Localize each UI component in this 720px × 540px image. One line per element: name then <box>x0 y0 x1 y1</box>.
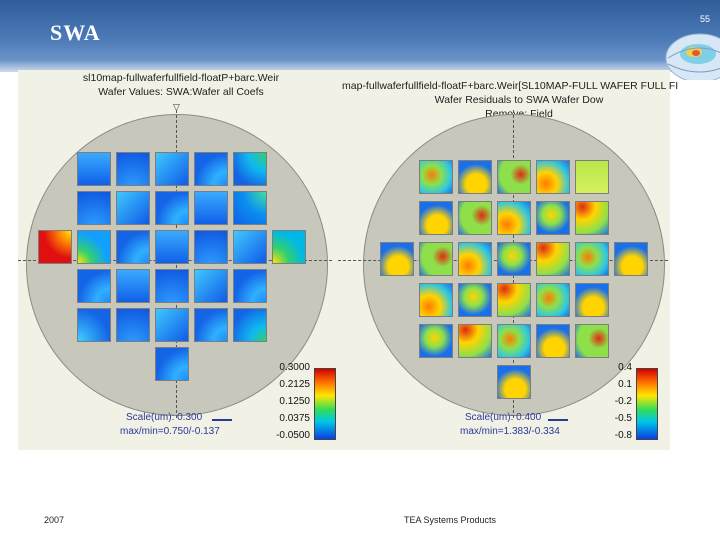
maxmin-label: max/min=1.383/-0.334 <box>460 426 560 437</box>
field-cell <box>575 201 609 235</box>
field-cell <box>536 283 570 317</box>
field-cell <box>380 242 414 276</box>
field-cell <box>272 230 306 264</box>
field-cell <box>155 347 189 381</box>
field-cell <box>458 201 492 235</box>
field-cell <box>77 308 111 342</box>
field-cell <box>419 242 453 276</box>
field-cell <box>536 324 570 358</box>
field-cell <box>497 283 531 317</box>
field-cell <box>116 269 150 303</box>
notch-marker-icon: ▽ <box>173 102 180 112</box>
slide-number: 55 <box>699 14 710 24</box>
maxmin-label: max/min=0.750/-0.137 <box>120 426 220 437</box>
colorbar-tick-label: -0.2 <box>614 396 632 407</box>
colorbar-tick-label: 0.1 <box>618 379 632 390</box>
scale-label: Scale(um): 0.300 <box>126 412 203 423</box>
colorbar-tick-label: -0.8 <box>614 430 632 441</box>
field-cell <box>77 191 111 225</box>
right-panel-subtitle: Wafer Residuals to SWA Wafer Dow <box>434 94 604 106</box>
field-cell <box>116 152 150 186</box>
field-cell <box>458 242 492 276</box>
wafer-residuals-panel: map-fullwaferfullfield-floatF+barc.Weir[… <box>338 70 679 450</box>
left-panel-subtitle: Wafer Values: SWA:Wafer all Coefs <box>98 86 264 98</box>
field-cell <box>575 283 609 317</box>
field-cell <box>155 269 189 303</box>
field-cell <box>575 160 609 194</box>
colorbar-tick-label: -0.0500 <box>276 430 310 441</box>
field-cell <box>497 201 531 235</box>
field-cell <box>233 152 267 186</box>
field-cell <box>536 242 570 276</box>
footer-year: 2007 <box>44 515 65 525</box>
left-panel-title: sl10map-fullwaferfullfield-floatP+barc.W… <box>82 72 280 84</box>
field-cell <box>77 152 111 186</box>
field-cell <box>38 230 72 264</box>
field-cell <box>155 152 189 186</box>
field-cell <box>497 160 531 194</box>
field-cell <box>194 308 228 342</box>
field-cell <box>194 269 228 303</box>
right-panel-title: map-fullwaferfullfield-floatF+barc.Weir[… <box>342 80 679 92</box>
colorbar-tick-label: 0.0375 <box>279 413 310 424</box>
field-cell <box>194 230 228 264</box>
field-cell <box>419 283 453 317</box>
field-cell <box>233 269 267 303</box>
field-cell <box>458 283 492 317</box>
field-cell <box>77 230 111 264</box>
field-cell <box>116 191 150 225</box>
colorbar <box>636 368 658 440</box>
field-cell <box>575 324 609 358</box>
field-cell <box>536 160 570 194</box>
field-cell <box>116 308 150 342</box>
colorbar-tick-label: -0.5 <box>614 413 632 424</box>
slide-title: SWA <box>50 20 101 45</box>
colorbar-tick-label: 0.2125 <box>279 379 310 390</box>
field-cell <box>116 230 150 264</box>
scale-line <box>548 419 568 421</box>
field-cell <box>77 269 111 303</box>
field-cell <box>419 324 453 358</box>
colorbar <box>314 368 336 440</box>
field-cell <box>194 152 228 186</box>
company-name: stems <box>681 84 708 96</box>
field-cell <box>233 230 267 264</box>
colorbar-tick-label: 0.4 <box>618 362 632 373</box>
field-cell <box>614 242 648 276</box>
field-cell <box>233 191 267 225</box>
footer-credit: TEA Systems Products <box>404 515 497 525</box>
globe-logo-icon <box>665 33 720 80</box>
field-cell <box>497 324 531 358</box>
field-cell <box>155 308 189 342</box>
field-cell <box>497 365 531 399</box>
scale-label: Scale(um): 0.400 <box>465 412 542 423</box>
colorbar-tick-label: 0.1250 <box>279 396 310 407</box>
wafer-axis-vertical <box>176 110 177 418</box>
field-cell <box>575 242 609 276</box>
field-cell <box>536 201 570 235</box>
field-cell <box>419 201 453 235</box>
field-cell <box>458 324 492 358</box>
colorbar-tick-label: 0.3000 <box>279 362 310 373</box>
field-cell <box>497 242 531 276</box>
field-cell <box>155 230 189 264</box>
field-cell <box>419 160 453 194</box>
field-cell <box>155 191 189 225</box>
field-cell <box>233 308 267 342</box>
wafer-values-panel: sl10map-fullwaferfullfield-floatP+barc.W… <box>18 70 344 450</box>
field-cell <box>194 191 228 225</box>
scale-line <box>212 419 232 421</box>
field-cell <box>458 160 492 194</box>
